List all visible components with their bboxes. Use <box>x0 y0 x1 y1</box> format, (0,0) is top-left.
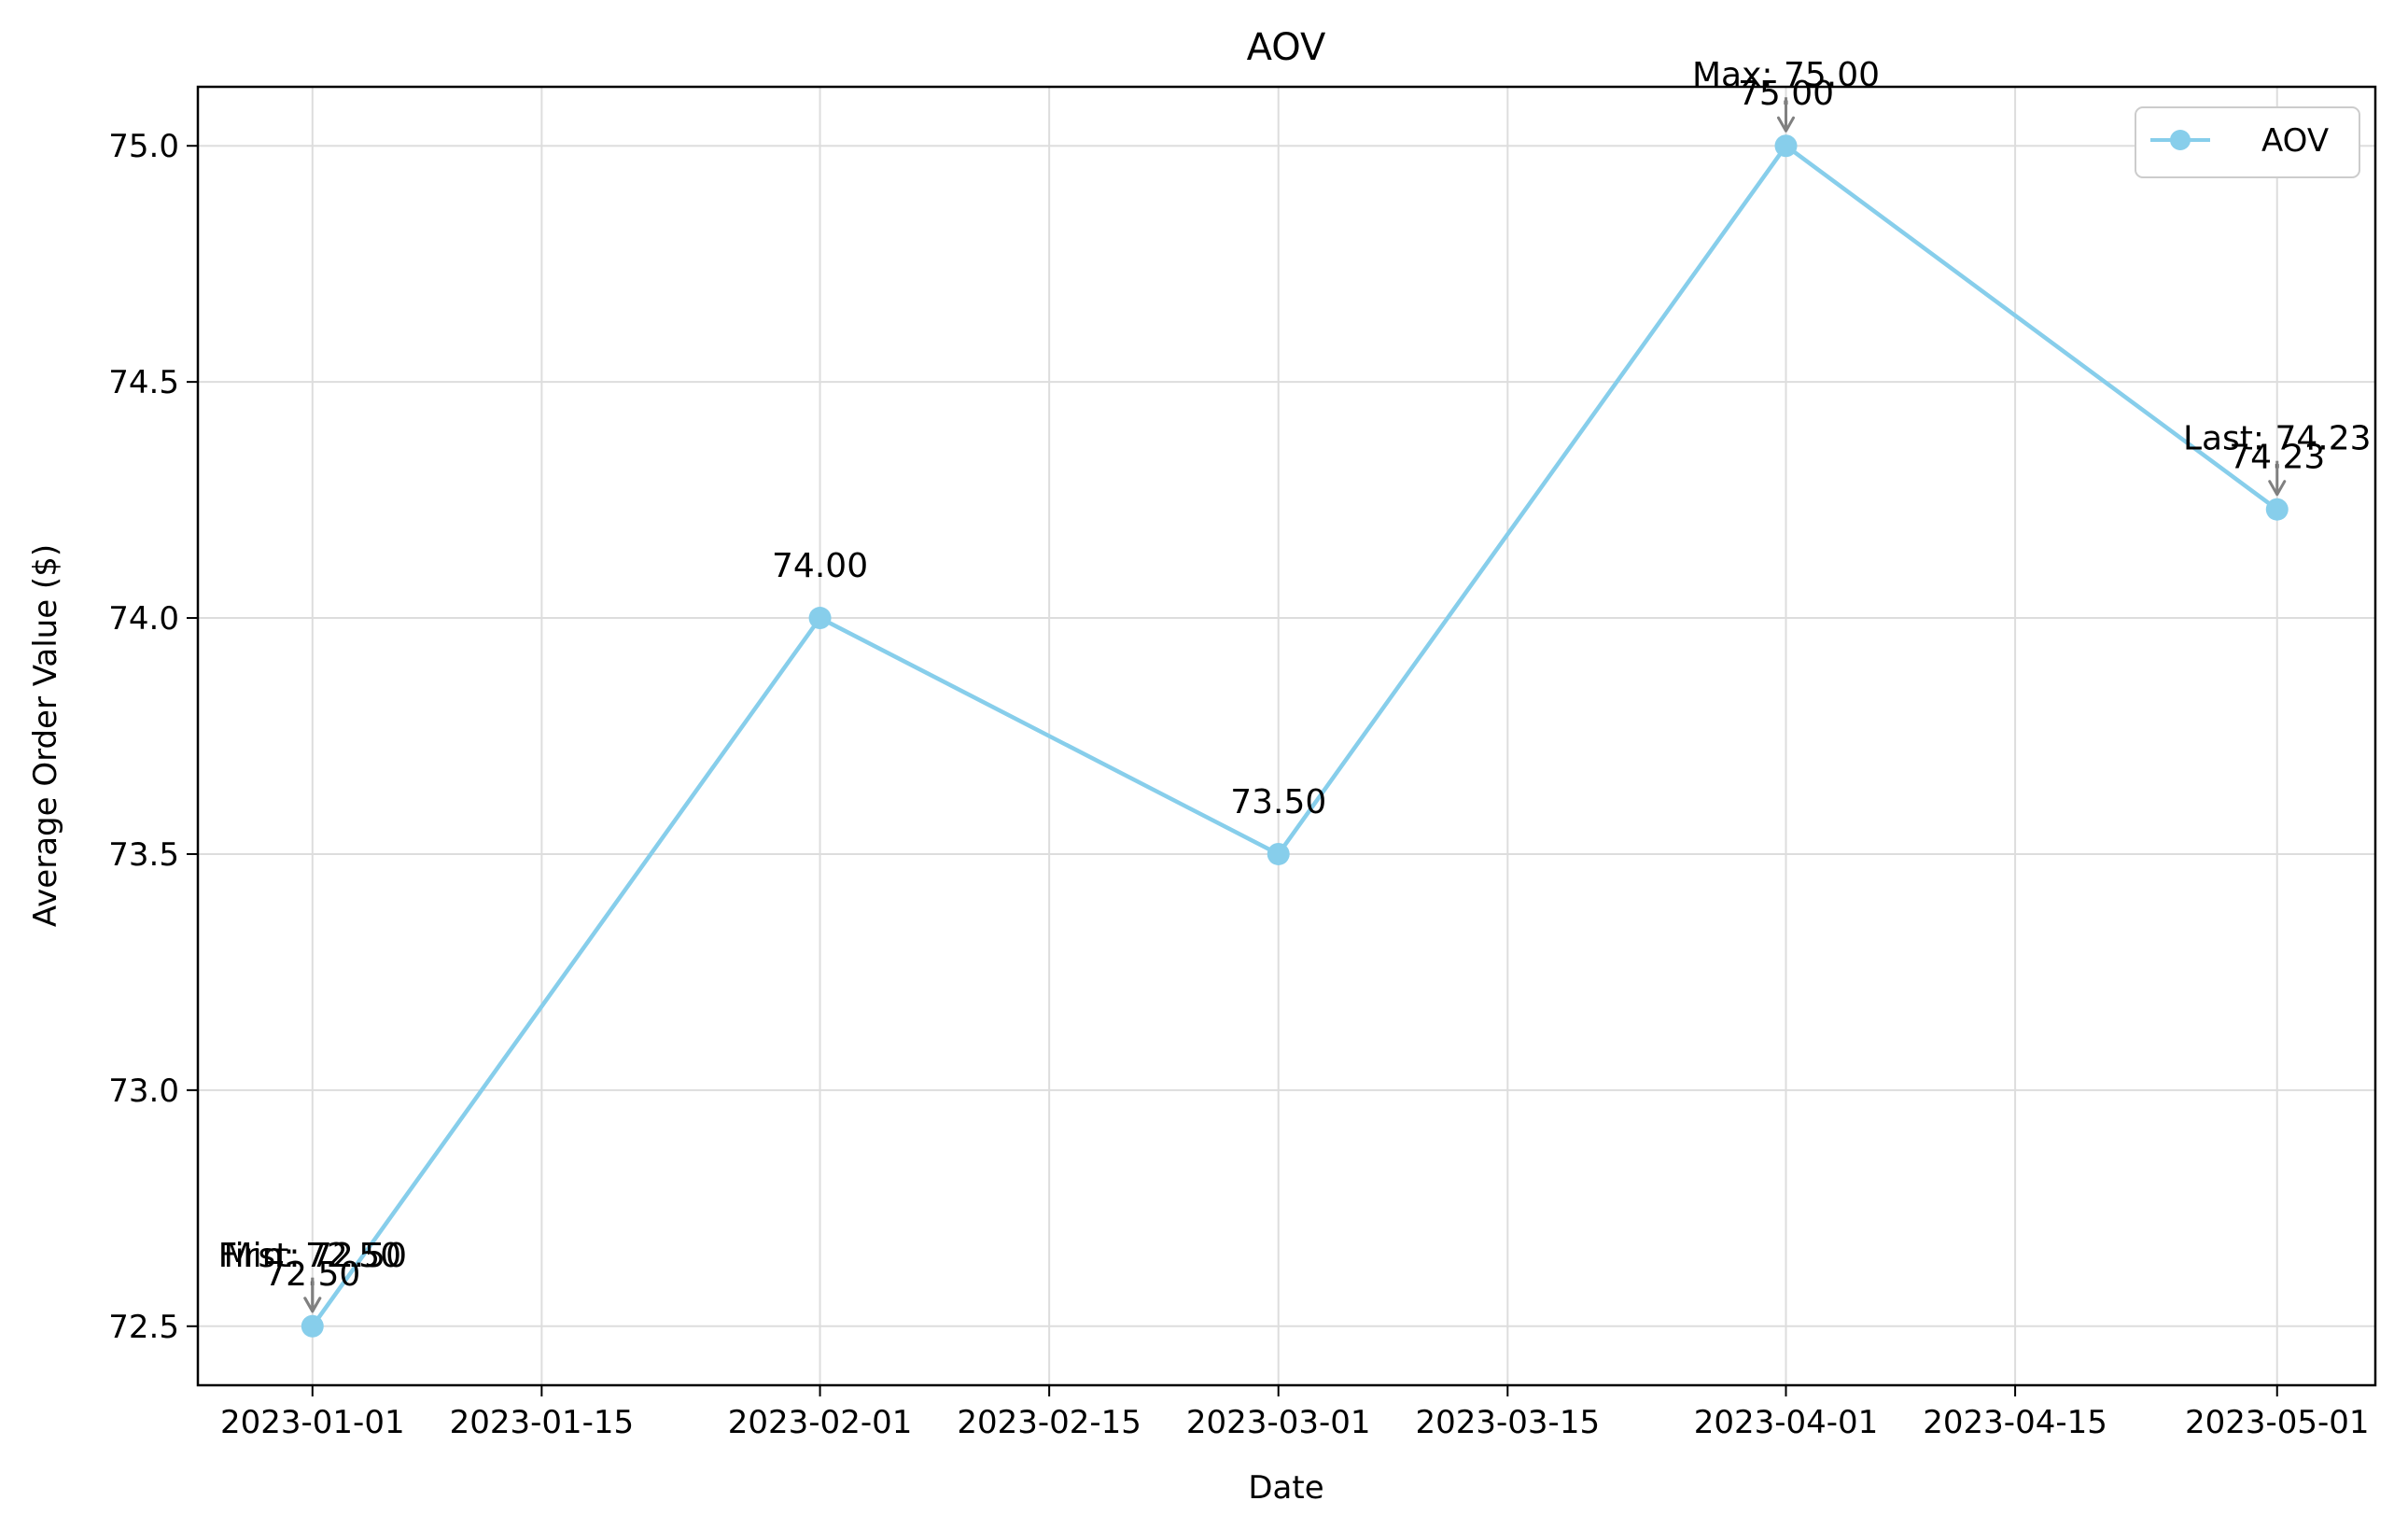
y-tick-label: 74.0 <box>108 600 179 638</box>
axis-ticks: 2023-01-01 2023-01-15 2023-02-01 2023-02-15… <box>108 128 2369 1441</box>
y-tick-label: 73.5 <box>108 836 179 874</box>
x-tick-label: 2023-01-01 <box>220 1404 405 1441</box>
plot-frame <box>196 85 2377 1387</box>
annotation-label: Max: 75.00 <box>1692 56 1880 94</box>
annotation-arrow-head <box>303 1297 322 1313</box>
legend: AOV <box>2135 106 2360 178</box>
data-point <box>1267 842 1290 865</box>
annotation-label: Last: 74.23 <box>2183 420 2372 458</box>
annotation-label: Min: 72.50 <box>224 1237 402 1275</box>
y-axis-label: Average Order Value ($) <box>27 544 64 927</box>
data-label: 74.00 <box>772 547 868 585</box>
y-tick-label: 72.5 <box>108 1309 179 1346</box>
annotation-arrow-head <box>2268 480 2287 497</box>
legend-marker-swatch <box>2170 130 2191 150</box>
y-tick-label: 73.0 <box>108 1073 179 1110</box>
x-tick-label: 2023-02-01 <box>728 1404 913 1441</box>
annotation-arrow-head <box>1777 116 1796 133</box>
y-tick-label: 75.0 <box>108 128 179 165</box>
grid-lines <box>198 87 2375 1385</box>
legend-label-aov: AOV <box>2261 122 2329 160</box>
x-tick-label: 2023-01-15 <box>450 1404 635 1441</box>
data-label: 73.50 <box>1230 783 1326 821</box>
chart-title: AOV <box>1247 26 1326 69</box>
data-point <box>301 1314 324 1338</box>
x-tick-label: 2023-05-01 <box>2185 1404 2370 1441</box>
x-tick-label: 2023-04-01 <box>1694 1404 1879 1441</box>
x-tick-label: 2023-03-15 <box>1416 1404 1601 1441</box>
data-point <box>2265 498 2289 521</box>
x-tick-label: 2023-02-15 <box>957 1404 1141 1441</box>
data-point <box>808 607 832 630</box>
x-axis-label: Date <box>1248 1469 1323 1507</box>
x-tick-label: 2023-04-15 <box>1923 1404 2107 1441</box>
y-tick-label: 74.5 <box>108 364 179 401</box>
legend-frame <box>2135 106 2360 178</box>
x-tick-label: 2023-03-01 <box>1186 1404 1371 1441</box>
annotation-label: First: 72.50 <box>218 1237 407 1275</box>
data-point <box>1774 134 1798 158</box>
